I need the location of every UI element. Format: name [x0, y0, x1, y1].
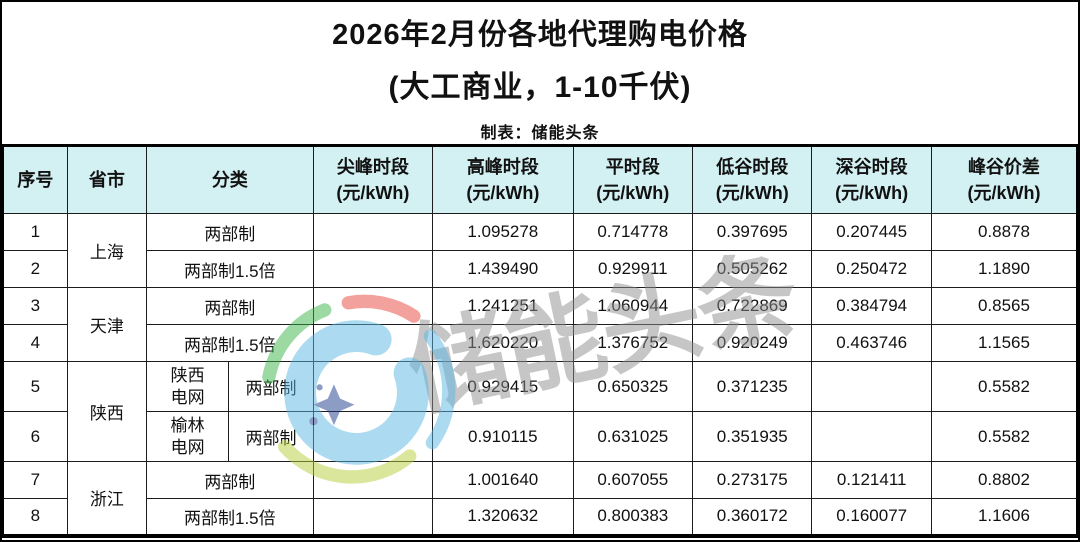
- cell-high-peak: 1.001640: [432, 461, 574, 499]
- cell-peak-valley-diff: 0.5582: [930, 411, 1078, 462]
- cell-high-peak: 0.929415: [432, 361, 574, 412]
- cell-high-peak: 1.620220: [432, 324, 574, 362]
- table-row: 2 两部制1.5倍 1.439490 0.929911 0.505262 0.2…: [2, 250, 1078, 288]
- table-row: 6 榆林电网 两部制 0.910115 0.631025 0.351935 0.…: [2, 411, 1078, 462]
- cell-flat: 0.800383: [572, 498, 694, 536]
- cell-sharp-peak: [312, 287, 434, 325]
- table-row: 1 上海 两部制 1.095278 0.714778 0.397695 0.20…: [2, 213, 1078, 288]
- cell-serial: 8: [2, 498, 68, 536]
- cell-peak-valley-diff: 0.8878: [930, 213, 1078, 251]
- cell-flat: 0.607055: [572, 461, 694, 499]
- cell-sharp-peak: [312, 498, 434, 536]
- credit-line: 制表：储能头条: [480, 125, 600, 142]
- price-table: 序号 省市 分类 尖峰时段 (元/kWh) 高峰时段 (元/kWh) 平时段 (元/k…: [2, 144, 1078, 538]
- col-header-serial: 序号: [2, 145, 68, 214]
- cell-category: 两部制: [146, 287, 314, 325]
- cell-high-peak: 1.241251: [432, 287, 574, 325]
- col-header-peak-valley-diff: 峰谷价差 (元/kWh): [930, 145, 1078, 214]
- cell-valley: 0.360172: [692, 498, 813, 536]
- table-row: 3 天津 两部制 1.241251 1.060944 0.722869 0.38…: [2, 287, 1078, 362]
- cell-sharp-peak: [312, 250, 434, 288]
- cell-valley: 0.371235: [692, 361, 813, 412]
- cell-category: 两部制: [228, 411, 314, 462]
- cell-flat: 0.650325: [572, 361, 694, 412]
- cell-flat: 0.714778: [572, 213, 694, 251]
- page-title-line2: (大工商业，1-10千伏): [388, 71, 692, 104]
- cell-deep-valley: 0.384794: [811, 287, 932, 325]
- col-header-deep-valley: 深谷时段 (元/kWh): [811, 145, 932, 214]
- cell-deep-valley: 0.160077: [811, 498, 932, 536]
- table-row: 4 两部制1.5倍 1.620220 1.376752 0.920249 0.4…: [2, 324, 1078, 362]
- grid-label: 陕西电网: [170, 366, 205, 407]
- cell-flat: 0.929911: [572, 250, 694, 288]
- col-header-high-peak: 高峰时段 (元/kWh): [432, 145, 574, 214]
- col-header-category: 分类: [146, 145, 314, 214]
- col-header-valley: 低谷时段 (元/kWh): [692, 145, 813, 214]
- cell-serial: 2: [2, 250, 68, 288]
- cell-category: 两部制1.5倍: [146, 324, 314, 362]
- cell-flat: 1.376752: [572, 324, 694, 362]
- cell-deep-valley: [811, 411, 932, 462]
- cell-high-peak: 0.910115: [432, 411, 574, 462]
- table-row: 7 浙江 两部制 1.001640 0.607055 0.273175 0.12…: [2, 461, 1078, 536]
- cell-category: 两部制1.5倍: [146, 250, 314, 288]
- table-row: 8 两部制1.5倍 1.320632 0.800383 0.360172 0.1…: [2, 498, 1078, 536]
- cell-peak-valley-diff: 0.8565: [930, 287, 1078, 325]
- cell-valley: 0.397695: [692, 213, 813, 251]
- cell-peak-valley-diff: 1.1890: [930, 250, 1078, 288]
- cell-serial: 5: [2, 361, 68, 412]
- cell-deep-valley: 0.121411: [811, 461, 932, 499]
- cell-serial: 7: [2, 461, 68, 499]
- cell-peak-valley-diff: 1.1606: [930, 498, 1078, 536]
- cell-serial: 4: [2, 324, 68, 362]
- col-header-province: 省市: [66, 145, 148, 214]
- cell-valley: 0.273175: [692, 461, 813, 499]
- cell-sharp-peak: [312, 324, 434, 362]
- cell-category: 两部制1.5倍: [146, 498, 314, 536]
- cell-valley: 0.722869: [692, 287, 813, 325]
- cell-sharp-peak: [312, 411, 434, 462]
- page-title-line1: 2026年2月份各地代理购电价格: [332, 19, 748, 51]
- cell-serial: 3: [2, 287, 68, 325]
- col-header-flat: 平时段 (元/kWh): [572, 145, 694, 214]
- cell-province: 陕西: [66, 361, 148, 462]
- grid-label: 榆林电网: [170, 416, 205, 457]
- cell-sharp-peak: [312, 213, 434, 251]
- cell-valley: 0.505262: [692, 250, 813, 288]
- cell-peak-valley-diff: 0.5582: [930, 361, 1078, 412]
- cell-high-peak: 1.095278: [432, 213, 574, 251]
- cell-grid: 陕西电网: [146, 361, 230, 412]
- cell-serial: 1: [2, 213, 68, 251]
- cell-sharp-peak: [312, 461, 434, 499]
- cell-province: 天津: [66, 287, 148, 362]
- cell-high-peak: 1.320632: [432, 498, 574, 536]
- cell-deep-valley: [811, 361, 932, 412]
- cell-deep-valley: 0.463746: [811, 324, 932, 362]
- cell-serial: 6: [2, 411, 68, 462]
- table-row: 5 陕西 陕西电网 两部制 0.929415 0.650325 0.371235…: [2, 361, 1078, 462]
- header-row: 序号 省市 分类 尖峰时段 (元/kWh) 高峰时段 (元/kWh) 平时段 (元/k…: [2, 145, 1078, 214]
- cell-province: 浙江: [66, 461, 148, 536]
- cell-category: 两部制: [146, 213, 314, 251]
- cell-peak-valley-diff: 0.8802: [930, 461, 1078, 499]
- cell-category: 两部制: [228, 361, 314, 412]
- cell-deep-valley: 0.207445: [811, 213, 932, 251]
- cell-high-peak: 1.439490: [432, 250, 574, 288]
- cell-category: 两部制: [146, 461, 314, 499]
- cell-grid: 榆林电网: [146, 411, 230, 462]
- col-header-sharp-peak: 尖峰时段 (元/kWh): [312, 145, 434, 214]
- cell-flat: 0.631025: [572, 411, 694, 462]
- cell-peak-valley-diff: 1.1565: [930, 324, 1078, 362]
- cell-valley: 0.351935: [692, 411, 813, 462]
- cell-province: 上海: [66, 213, 148, 288]
- cell-deep-valley: 0.250472: [811, 250, 932, 288]
- cell-valley: 0.920249: [692, 324, 813, 362]
- cell-sharp-peak: [312, 361, 434, 412]
- cell-flat: 1.060944: [572, 287, 694, 325]
